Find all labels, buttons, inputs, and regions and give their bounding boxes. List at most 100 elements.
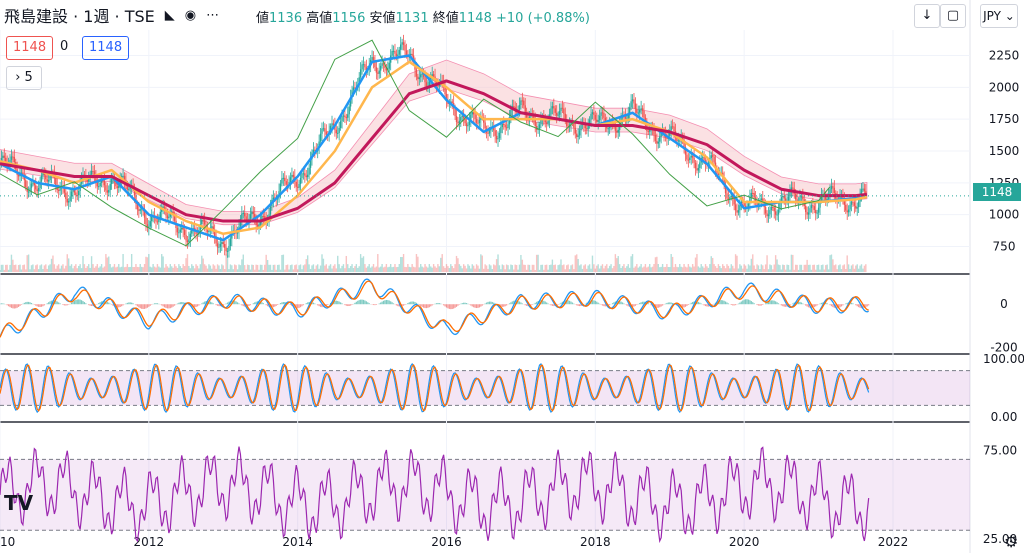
macd-histogram-bar	[744, 299, 747, 305]
candle-body	[555, 112, 558, 116]
eye-icon[interactable]: ◉	[184, 7, 197, 23]
gear-icon[interactable]: ⚙	[1004, 532, 1019, 551]
macd-histogram-bar	[865, 304, 867, 308]
volume-bar	[165, 264, 167, 272]
candle-body	[806, 212, 808, 215]
volume-bar	[779, 265, 781, 272]
candle-body	[325, 131, 327, 135]
volume-bar	[228, 269, 230, 272]
macd-histogram-bar	[593, 300, 595, 305]
macd-histogram-bar	[410, 301, 412, 305]
macd-histogram-bar	[760, 304, 762, 306]
volume-bar	[339, 268, 342, 272]
macd-histogram-bar	[470, 304, 472, 306]
volume-bar	[651, 266, 654, 272]
volume-bar	[301, 269, 303, 272]
macd-histogram-bar	[252, 303, 254, 305]
candle-body	[860, 189, 863, 195]
volume-bar	[769, 264, 771, 272]
macd-histogram-bar	[682, 304, 684, 308]
volume-bar	[846, 255, 848, 272]
candle-body	[580, 125, 582, 131]
volume-bar	[767, 269, 770, 272]
candle-body	[739, 205, 741, 211]
macd-histogram-bar	[26, 301, 28, 305]
volume-bar	[298, 265, 300, 272]
macd-histogram-bar	[743, 299, 745, 305]
macd-histogram-bar	[467, 303, 469, 305]
volume-bar	[777, 264, 780, 272]
fullscreen-icon[interactable]: ▢	[940, 4, 966, 28]
volume-bar	[371, 266, 373, 272]
macd-histogram-bar	[855, 304, 857, 306]
candle-body	[108, 189, 110, 193]
macd-histogram-bar	[641, 301, 644, 305]
volume-bar	[734, 254, 737, 272]
candle-body	[636, 109, 638, 113]
macd-histogram-bar	[526, 304, 528, 306]
macd-histogram-bar	[440, 303, 442, 305]
volume-bar	[189, 268, 192, 272]
candle-body	[787, 196, 790, 201]
volume-bar	[736, 255, 738, 272]
more-icon[interactable]: ⋯	[206, 7, 220, 23]
macd-histogram-bar	[351, 304, 353, 305]
volume-bar	[246, 264, 249, 272]
volume-bar	[321, 254, 323, 272]
candle-body	[415, 69, 418, 77]
macd-histogram-bar	[272, 304, 274, 308]
volume-bar	[488, 264, 491, 272]
macd-histogram-bar	[62, 304, 64, 305]
volume-bar	[716, 268, 718, 272]
volume-bar	[491, 269, 493, 272]
macd-histogram-bar	[275, 304, 277, 306]
macd-histogram-bar	[683, 304, 685, 308]
arrow-down-icon[interactable]: ↓	[914, 4, 940, 28]
volume-bar	[829, 255, 831, 272]
buy-price-badge[interactable]: 1148	[82, 36, 130, 60]
volume-bar	[819, 269, 821, 272]
volume-bar	[640, 264, 642, 272]
candle-body	[634, 103, 637, 110]
macd-histogram-bar	[341, 303, 343, 305]
volume-bar	[264, 264, 266, 272]
volume-bar	[527, 264, 529, 272]
macd-histogram-bar	[301, 304, 303, 307]
macd-histogram-bar	[868, 304, 870, 306]
volume-bar	[550, 264, 552, 272]
macd-histogram-bar	[734, 304, 737, 306]
symbol-title[interactable]: 飛島建設 · 1週 · TSE	[4, 7, 155, 26]
volume-bar	[10, 254, 13, 272]
volume-bar	[730, 264, 732, 272]
sell-price-badge[interactable]: 1148	[6, 36, 54, 60]
candle-body	[726, 193, 728, 199]
volume-bar	[236, 269, 239, 272]
macd-histogram-bar	[392, 303, 395, 305]
candle-body	[65, 192, 67, 199]
macd-histogram-bar	[670, 302, 672, 305]
macd-histogram-bar	[18, 304, 20, 307]
volume-bar	[803, 264, 805, 272]
currency-select[interactable]: JPY ⌄	[980, 4, 1018, 28]
change-value: +10 (+0.88%)	[496, 11, 590, 26]
collapse-indicators-button[interactable]: › 5	[6, 66, 42, 90]
volume-bar	[812, 264, 814, 272]
candle-body	[219, 243, 222, 247]
macd-histogram-bar	[510, 302, 512, 305]
volume-bar	[53, 264, 56, 272]
volume-bar	[377, 254, 379, 272]
volume-bar	[20, 269, 23, 272]
volume-bar	[545, 264, 548, 272]
flag-icon[interactable]: ◣	[164, 7, 175, 23]
macd-histogram-bar	[182, 302, 184, 305]
volume-bar	[570, 265, 572, 272]
volume-bar	[540, 264, 542, 272]
macd-line	[0, 278, 869, 338]
macd-histogram-bar	[99, 302, 101, 305]
volume-bar	[513, 269, 515, 272]
volume-bar	[577, 258, 579, 272]
candle-body	[464, 118, 466, 124]
macd-histogram-bar	[757, 304, 760, 306]
volume-bar	[840, 269, 843, 272]
